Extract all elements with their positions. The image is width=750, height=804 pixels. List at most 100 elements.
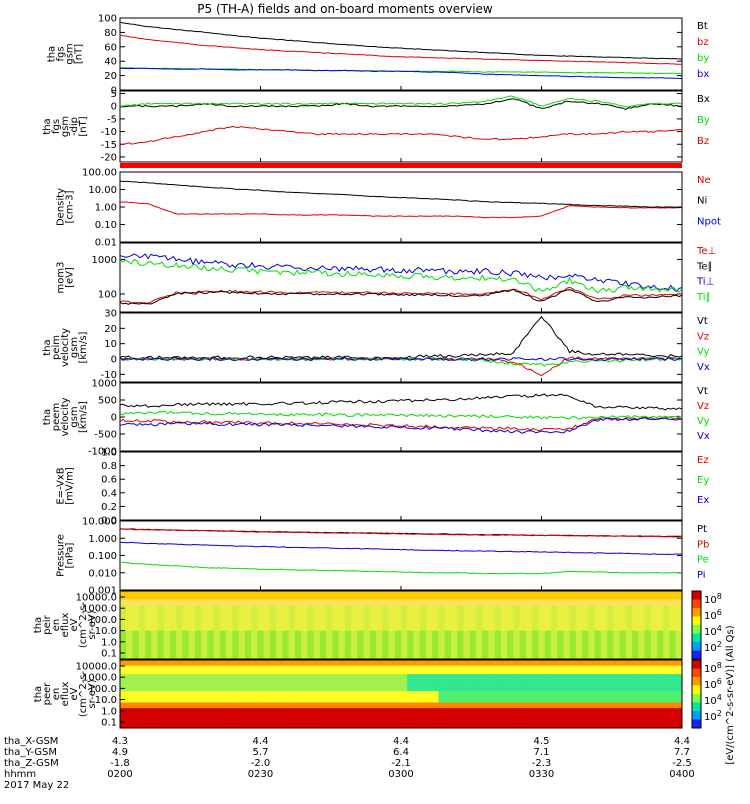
spectrogram-cell: [513, 610, 520, 614]
spectrogram-cell: [351, 699, 358, 703]
spectrogram-cell: [151, 622, 158, 626]
spectrogram-cell: [657, 627, 664, 631]
ylabel-line: [km/s]: [78, 401, 89, 433]
spectrogram-cell: [244, 625, 252, 629]
spectrogram-cell: [207, 679, 214, 683]
spectrogram-cell: [432, 660, 439, 664]
spectrogram-cell: [182, 610, 189, 614]
spectrogram-cell: [163, 702, 171, 706]
spectrogram-cell: [394, 696, 402, 700]
spectrogram-cell: [413, 682, 421, 686]
spectrogram-cell: [575, 725, 583, 729]
spectrogram-cell: [301, 650, 308, 654]
spectrogram-cell: [257, 653, 264, 657]
spectrogram-cell: [138, 662, 146, 666]
spectrogram-cell: [238, 599, 246, 603]
spectrogram-cell: [394, 622, 402, 626]
spectrogram-cell: [388, 656, 396, 660]
spectrogram-cell: [388, 691, 396, 695]
spectrogram-cell: [469, 691, 477, 695]
spectrogram-cell: [550, 647, 558, 651]
spectrogram-cell: [469, 660, 477, 664]
spectrogram-cell: [613, 716, 620, 720]
spectrogram-cell: [376, 605, 383, 609]
spectrogram-cell: [594, 608, 602, 612]
spectrogram-cell: [238, 691, 246, 695]
spectrogram-cell: [532, 653, 539, 657]
spectrogram-cell: [344, 699, 352, 703]
spectrogram-cell: [519, 713, 527, 717]
spectrogram-cell: [388, 696, 396, 700]
spectrogram-cell: [632, 725, 639, 729]
spectrogram-cell: [413, 593, 421, 597]
spectrogram-cell: [357, 688, 364, 692]
spectrogram-cell: [344, 688, 352, 692]
spectrogram-cell: [588, 647, 595, 651]
spectrogram-cell: [600, 599, 608, 603]
spectrogram-cell: [213, 708, 221, 712]
spectrogram-cell: [313, 627, 321, 631]
ytick-label: 0.2: [101, 502, 117, 513]
panel-frame: [119, 17, 683, 91]
spectrogram-cell: [319, 625, 327, 629]
spectrogram-cell: [632, 671, 639, 675]
spectrogram-cell: [194, 605, 202, 609]
spectrogram-cell: [151, 616, 158, 620]
spectrogram-cell: [182, 725, 189, 729]
spectrogram-cell: [151, 644, 158, 648]
spectrogram-cell: [657, 639, 664, 643]
spectrogram-cell: [494, 719, 502, 723]
spectrogram-cell: [238, 696, 246, 700]
spectrogram-cell: [582, 647, 589, 651]
spectrogram-cell: [494, 677, 502, 681]
spectrogram-cell: [663, 650, 670, 654]
colorbar-segment: [692, 685, 701, 695]
spectrogram-cell: [638, 630, 645, 634]
spectrogram-cell: [301, 671, 308, 675]
spectrogram-cell: [650, 619, 658, 623]
spectrogram-cell: [525, 591, 533, 595]
spectrogram-cell: [194, 591, 202, 595]
spectrogram-cell: [182, 602, 189, 606]
spectrogram-cell: [450, 705, 458, 709]
spectrogram-cell: [151, 674, 158, 678]
spectrogram-cell: [401, 642, 408, 646]
spectrogram-cell: [269, 622, 277, 626]
spectrogram-cell: [182, 619, 189, 623]
spectrogram-cell: [313, 677, 321, 681]
spectrogram-cell: [294, 694, 302, 698]
spectrogram-cell: [488, 593, 495, 597]
spectrogram-cell: [326, 719, 333, 723]
spectrogram-cell: [425, 622, 433, 626]
spectrogram-cell: [213, 677, 221, 681]
spectrogram-cell: [613, 671, 620, 675]
spectrogram-cell: [120, 719, 127, 723]
spectrogram-cell: [457, 622, 464, 626]
spectrogram-cell: [226, 653, 233, 657]
spectrogram-cell: [194, 722, 202, 726]
ylabel-line: gsm: [69, 406, 80, 427]
spectrogram-cell: [401, 627, 408, 631]
spectrogram-cell: [207, 725, 214, 729]
spectrogram-cell: [257, 713, 264, 717]
spectrogram-cell: [182, 665, 189, 669]
spectrogram-cell: [219, 608, 227, 612]
spectrogram-cell: [644, 653, 652, 657]
spectrogram-cell: [494, 605, 502, 609]
spectrogram-cell: [126, 627, 133, 631]
spectrogram-cell: [588, 627, 595, 631]
spectrogram-cell: [132, 591, 140, 595]
spectrogram-cell: [251, 650, 258, 654]
spectrogram-cell: [632, 616, 639, 620]
spectrogram-cell: [288, 616, 296, 620]
spectrogram-cell: [213, 630, 221, 634]
spectrogram-cell: [401, 653, 408, 657]
spectrogram-cell: [525, 650, 533, 654]
spectrogram-cell: [163, 671, 171, 675]
spectrogram-cell: [351, 691, 358, 695]
spectrogram-cell: [282, 644, 289, 648]
spectrogram-cell: [669, 596, 677, 600]
spectrogram-cell: [438, 716, 446, 720]
spectrogram-cell: [488, 674, 495, 678]
spectrogram-cell: [201, 699, 208, 703]
